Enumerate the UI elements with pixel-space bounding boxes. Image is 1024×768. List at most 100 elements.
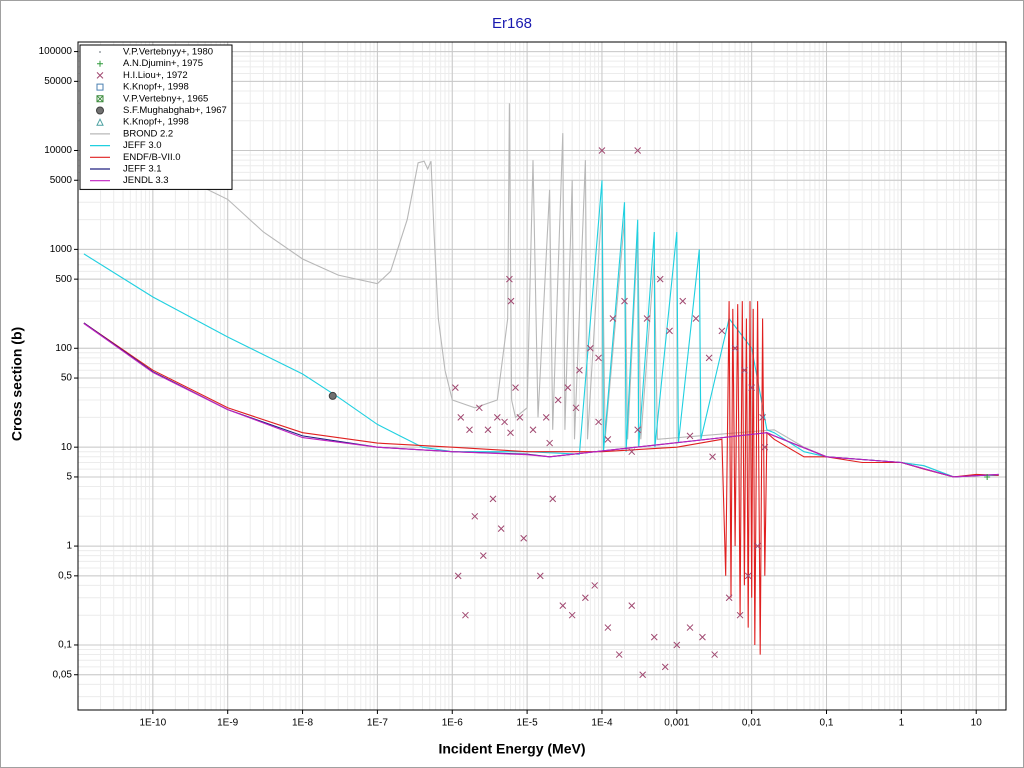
x-axis-label: Incident Energy (MeV) bbox=[438, 741, 585, 757]
legend-label: V.P.Vertebnyy+, 1980 bbox=[123, 47, 213, 58]
y-tick-label: 10000 bbox=[44, 145, 72, 156]
y-tick-label: 1000 bbox=[50, 244, 73, 255]
data-point bbox=[452, 384, 459, 391]
x-tick-label: 1E-10 bbox=[140, 718, 167, 729]
x-tick-label: 1 bbox=[899, 718, 905, 729]
data-point bbox=[679, 297, 687, 305]
data-point bbox=[507, 429, 514, 437]
data-point bbox=[501, 418, 508, 426]
x-tick-label: 1E-4 bbox=[591, 718, 613, 729]
data-point bbox=[661, 663, 669, 671]
y-tick-label: 100 bbox=[55, 343, 72, 354]
x-tick-label: 1E-6 bbox=[442, 718, 464, 729]
data-point bbox=[736, 611, 744, 619]
legend-label: K.Knopf+, 1998 bbox=[123, 117, 189, 128]
data-point bbox=[628, 602, 636, 609]
x-tick-label: 1E-5 bbox=[517, 718, 539, 729]
data-point bbox=[634, 147, 642, 154]
y-tick-label: 50000 bbox=[44, 76, 72, 87]
plot-content bbox=[83, 103, 999, 679]
data-point bbox=[454, 572, 462, 580]
data-point bbox=[546, 439, 553, 447]
legend-swatch bbox=[96, 83, 104, 91]
data-point bbox=[656, 275, 664, 283]
data-point bbox=[559, 602, 567, 609]
data-point bbox=[484, 426, 492, 434]
y-tick-label: 0,1 bbox=[58, 640, 72, 651]
legend-label: JEFF 3.1 bbox=[123, 164, 162, 175]
data-point bbox=[466, 426, 473, 434]
data-point bbox=[666, 327, 673, 335]
data-point bbox=[549, 495, 557, 503]
data-point bbox=[328, 391, 337, 400]
data-point bbox=[984, 473, 991, 480]
data-point bbox=[595, 354, 602, 362]
legend-label: S.F.Mughabghab+, 1967 bbox=[123, 105, 227, 116]
data-point bbox=[761, 443, 769, 451]
legend-label: JENDL 3.3 bbox=[123, 175, 169, 186]
data-point bbox=[634, 426, 642, 434]
data-point bbox=[497, 525, 505, 533]
data-point bbox=[604, 624, 612, 631]
data-point bbox=[692, 315, 700, 322]
data-point bbox=[711, 651, 718, 658]
data-point bbox=[587, 344, 594, 352]
data-point bbox=[639, 671, 647, 679]
data-point bbox=[686, 432, 694, 440]
legend-swatch bbox=[97, 60, 103, 67]
data-point bbox=[506, 275, 513, 283]
legend-swatch bbox=[96, 72, 104, 79]
legend-label: H.I.Liou+, 1972 bbox=[123, 70, 188, 81]
data-point bbox=[489, 495, 497, 503]
data-point bbox=[709, 453, 716, 461]
legend-label: A.N.Djumin+, 1975 bbox=[123, 58, 203, 69]
x-tick-label: 1E-8 bbox=[292, 718, 314, 729]
data-point bbox=[598, 147, 606, 154]
data-point bbox=[512, 384, 519, 391]
data-point bbox=[744, 572, 752, 580]
data-point bbox=[699, 633, 706, 641]
data-point bbox=[604, 435, 612, 443]
data-point bbox=[581, 594, 589, 602]
data-point bbox=[621, 297, 628, 305]
legend-label: K.Knopf+, 1998 bbox=[123, 82, 189, 93]
data-point bbox=[731, 344, 739, 352]
data-point bbox=[628, 448, 636, 456]
x-tick-label: 1E-9 bbox=[217, 718, 239, 729]
legend-swatch bbox=[99, 51, 101, 53]
legend-swatch bbox=[96, 95, 104, 103]
x-tick-label: 10 bbox=[971, 718, 983, 729]
data-point bbox=[479, 552, 487, 560]
y-tick-label: 500 bbox=[55, 274, 72, 285]
y-tick-label: 5 bbox=[66, 472, 72, 483]
data-point bbox=[568, 611, 576, 619]
data-point bbox=[754, 542, 761, 550]
y-tick-label: 0,5 bbox=[58, 570, 72, 581]
legend-label: BROND 2.2 bbox=[123, 128, 173, 139]
data-point bbox=[471, 512, 479, 520]
data-point bbox=[718, 327, 726, 335]
data-point bbox=[759, 414, 766, 421]
x-tick-label: 0,001 bbox=[664, 718, 689, 729]
x-tick-label: 0,1 bbox=[820, 718, 834, 729]
legend-label: V.P.Vertebny+, 1965 bbox=[123, 93, 208, 104]
data-point bbox=[748, 384, 756, 391]
data-point bbox=[529, 426, 537, 434]
y-tick-label: 10 bbox=[61, 442, 73, 453]
data-line bbox=[188, 103, 999, 478]
data-point bbox=[576, 366, 583, 374]
chart-title: Er168 bbox=[492, 15, 532, 32]
data-point bbox=[457, 414, 465, 421]
data-point bbox=[705, 354, 713, 362]
data-point bbox=[536, 572, 544, 580]
data-point bbox=[507, 297, 515, 305]
y-tick-label: 5000 bbox=[50, 175, 73, 186]
plot-area bbox=[78, 42, 1006, 710]
data-line bbox=[83, 323, 999, 478]
legend-swatch bbox=[96, 106, 104, 115]
data-point bbox=[741, 366, 748, 374]
data-point bbox=[615, 651, 623, 658]
data-point bbox=[462, 611, 469, 619]
y-tick-label: 100000 bbox=[39, 46, 73, 57]
